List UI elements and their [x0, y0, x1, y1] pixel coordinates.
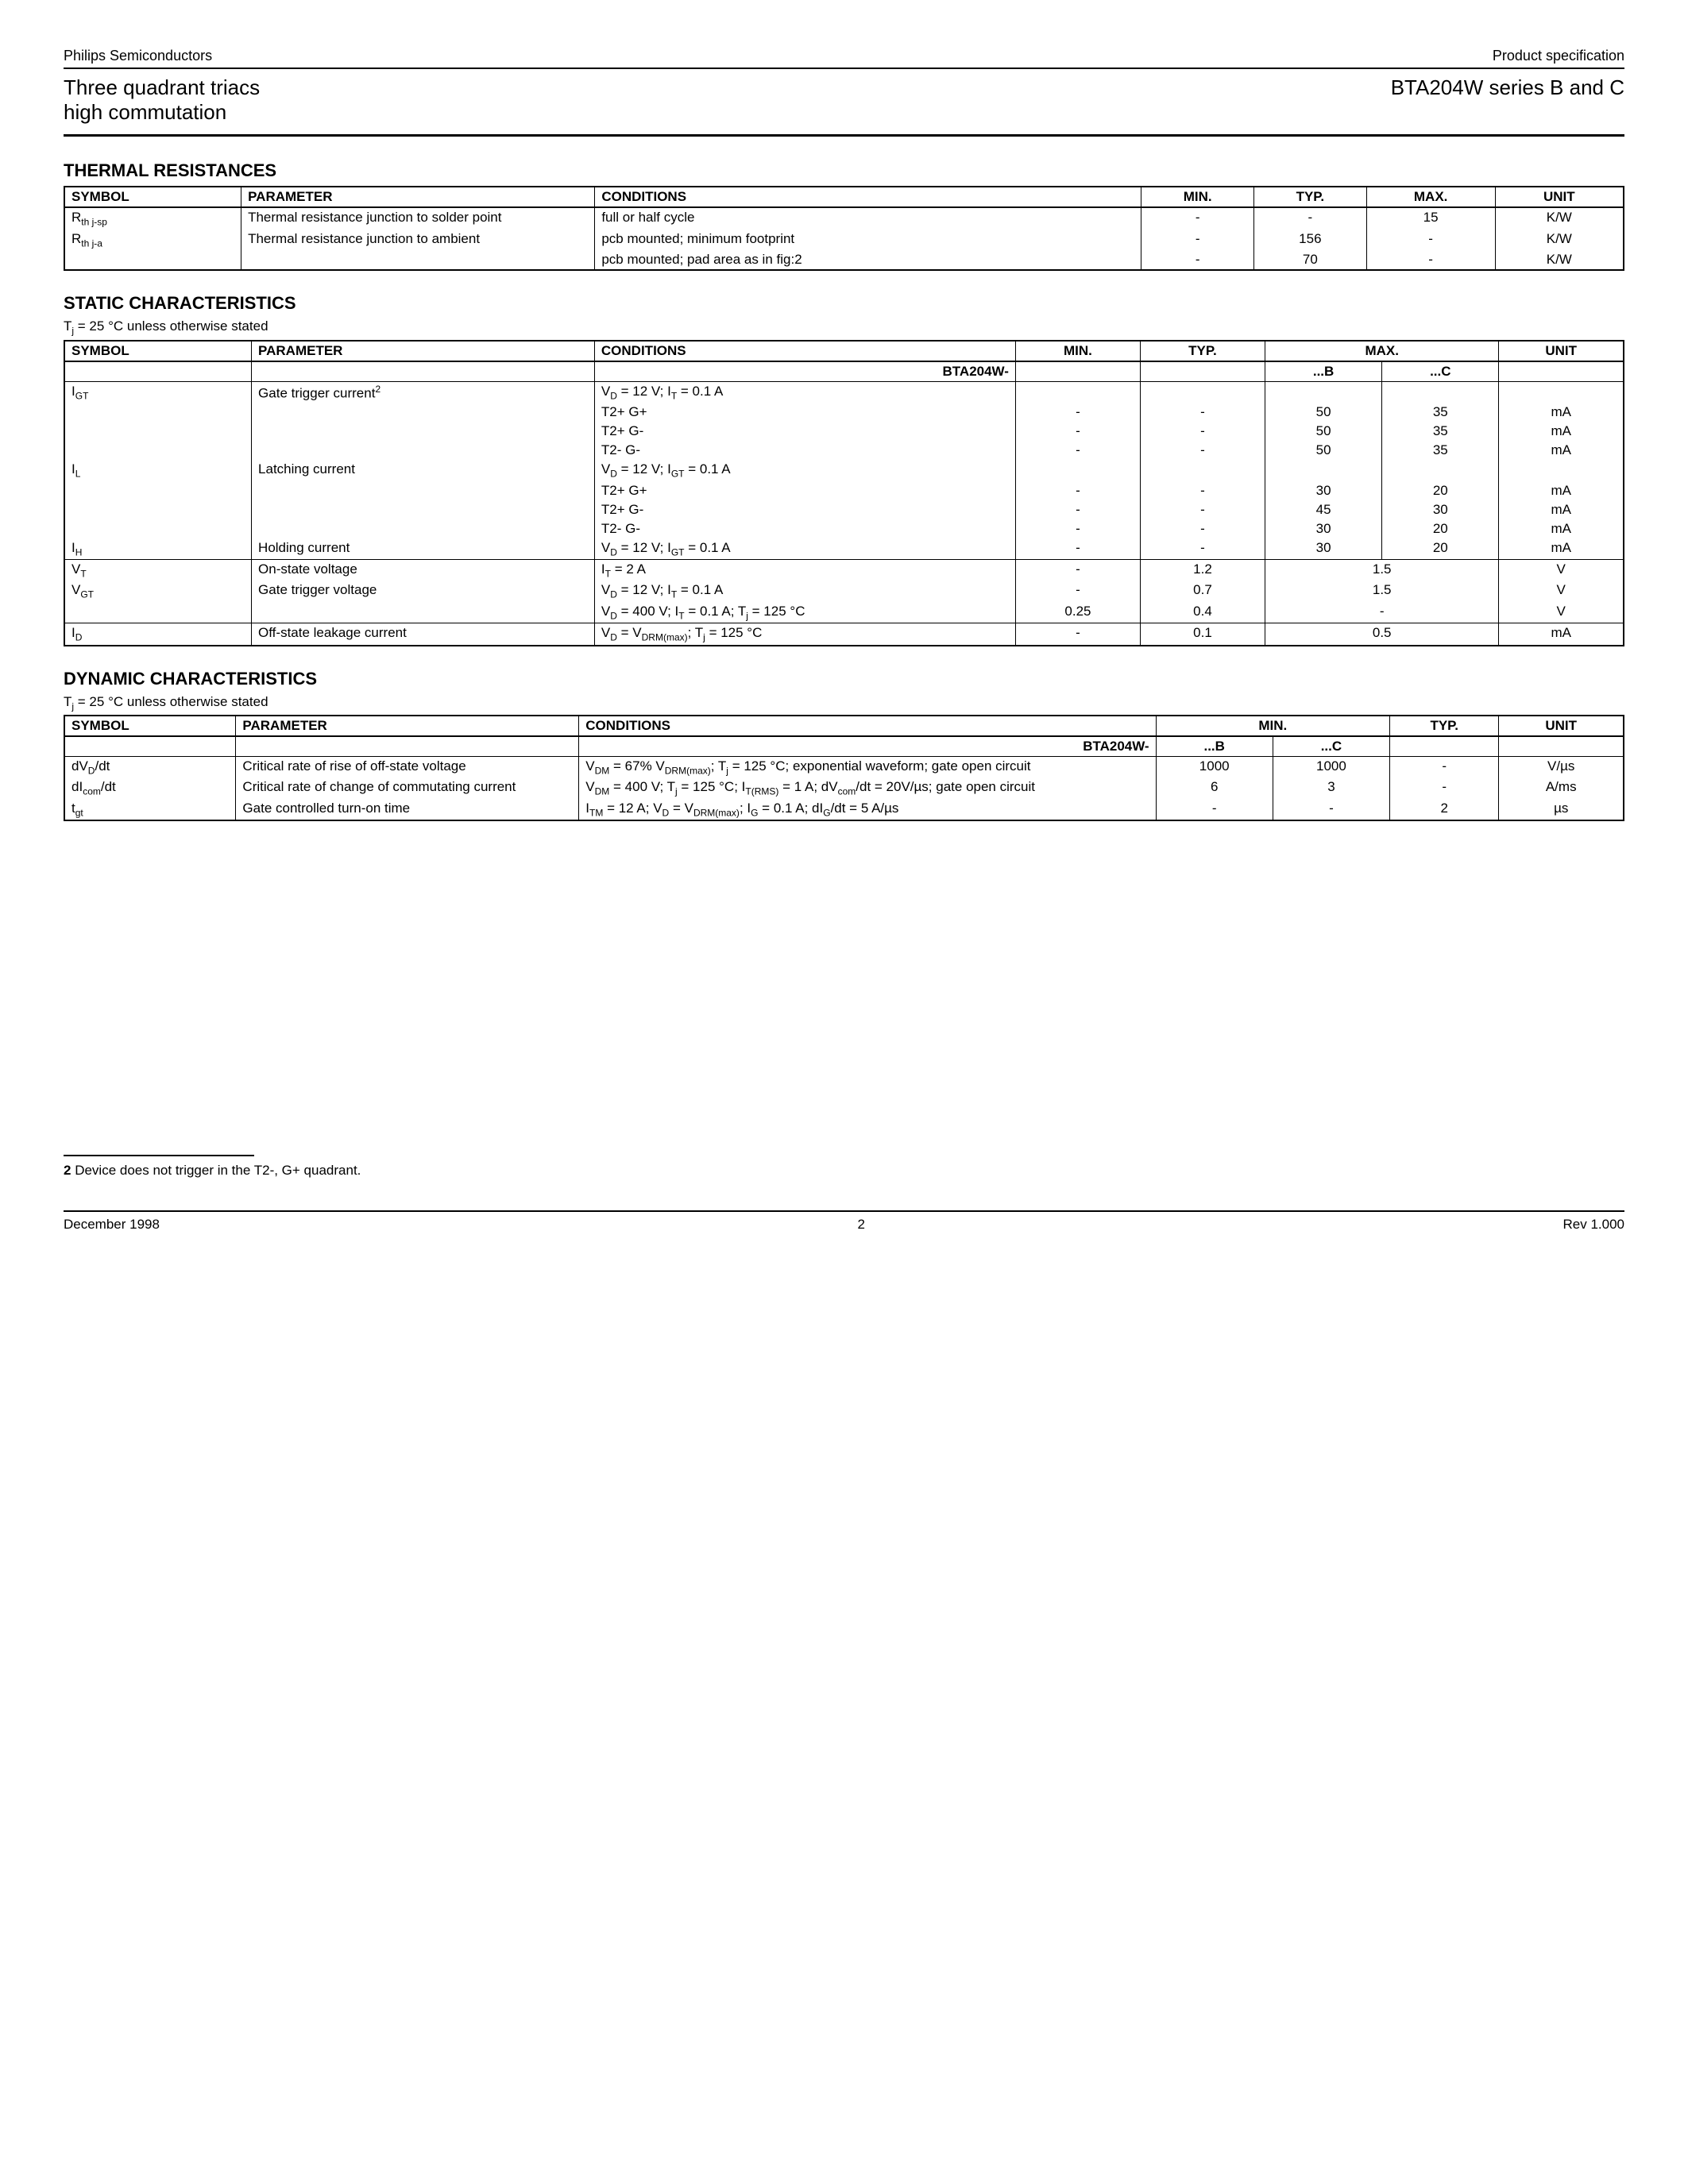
static-title: STATIC CHARACTERISTICS	[64, 293, 1624, 314]
table-row: pcb mounted; pad area as in fig:2 - 70 -…	[64, 250, 1624, 270]
footer-rev: Rev 1.000	[1563, 1217, 1625, 1233]
header-main: Three quadrant triacs high commutation B…	[64, 69, 1624, 137]
table-row: ID Off-state leakage current VD = VDRM(m…	[64, 623, 1624, 646]
table-header-row: SYMBOL PARAMETER CONDITIONS MIN. TYP. MA…	[64, 187, 1624, 207]
table-row: VD = 400 V; IT = 0.1 A; Tj = 125 °C 0.25…	[64, 602, 1624, 623]
table-row: VGT Gate trigger voltage VD = 12 V; IT =…	[64, 581, 1624, 601]
page-footer: December 1998 2 Rev 1.000	[64, 1210, 1624, 1233]
table-row: tgt Gate controlled turn-on time ITM = 1…	[64, 799, 1624, 820]
table-row: T2- G- - - 30 20 mA	[64, 519, 1624, 538]
dynamic-title: DYNAMIC CHARACTERISTICS	[64, 669, 1624, 689]
static-note: Tj = 25 °C unless otherwise stated	[64, 318, 1624, 336]
part-number: BTA204W series B and C	[1391, 75, 1624, 125]
table-header-row: SYMBOL PARAMETER CONDITIONS MIN. TYP. MA…	[64, 341, 1624, 361]
table-row: VT On-state voltage IT = 2 A - 1.2 1.5 V	[64, 559, 1624, 581]
thermal-title: THERMAL RESISTANCES	[64, 160, 1624, 181]
table-row: Rth j-sp Thermal resistance junction to …	[64, 207, 1624, 229]
header-top: Philips Semiconductors Product specifica…	[64, 48, 1624, 69]
doc-type: Product specification	[1493, 48, 1624, 64]
footnote: 2 Device does not trigger in the T2-, G+…	[64, 1163, 1624, 1179]
company-name: Philips Semiconductors	[64, 48, 212, 64]
table-row: Rth j-a Thermal resistance junction to a…	[64, 230, 1624, 250]
dynamic-note: Tj = 25 °C unless otherwise stated	[64, 694, 1624, 712]
table-row: T2+ G- - - 50 35 mA	[64, 422, 1624, 441]
static-table: SYMBOL PARAMETER CONDITIONS MIN. TYP. MA…	[64, 340, 1624, 646]
table-row: IH Holding current VD = 12 V; IGT = 0.1 …	[64, 538, 1624, 560]
table-subheader: BTA204W- ...B ...C	[64, 736, 1624, 757]
table-row: IL Latching current VD = 12 V; IGT = 0.1…	[64, 460, 1624, 480]
table-header-row: SYMBOL PARAMETER CONDITIONS MIN. TYP. UN…	[64, 716, 1624, 736]
table-row: dIcom/dt Critical rate of change of comm…	[64, 778, 1624, 798]
doc-title: Three quadrant triacs high commutation	[64, 75, 260, 125]
footer-page: 2	[858, 1217, 865, 1233]
thermal-table: SYMBOL PARAMETER CONDITIONS MIN. TYP. MA…	[64, 186, 1624, 271]
footnote-rule	[64, 1155, 254, 1156]
table-row: T2- G- - - 50 35 mA	[64, 441, 1624, 460]
table-row: IGT Gate trigger current2 VD = 12 V; IT …	[64, 381, 1624, 403]
table-subheader: BTA204W- ...B ...C	[64, 361, 1624, 382]
dynamic-table: SYMBOL PARAMETER CONDITIONS MIN. TYP. UN…	[64, 715, 1624, 821]
footer-date: December 1998	[64, 1217, 160, 1233]
table-row: T2+ G+ - - 30 20 mA	[64, 481, 1624, 500]
table-row: dVD/dt Critical rate of rise of off-stat…	[64, 756, 1624, 778]
table-row: T2+ G+ - - 50 35 mA	[64, 403, 1624, 422]
table-row: T2+ G- - - 45 30 mA	[64, 500, 1624, 519]
